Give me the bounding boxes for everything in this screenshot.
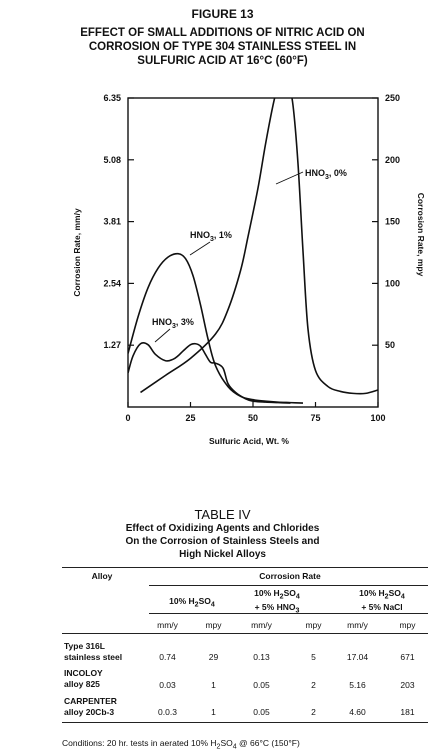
series-line-hno3-1pct — [128, 252, 304, 404]
table-cell: 0.0.3 — [158, 707, 177, 717]
y-tick-label-right: 250 — [385, 93, 400, 103]
x-tick-label: 25 — [185, 413, 195, 423]
alloy-name: CARPENTER — [64, 696, 117, 706]
alloy-name: Type 316L — [64, 641, 105, 651]
figure-title-line-1: EFFECT OF SMALL ADDITIONS OF NITRIC ACID… — [80, 27, 365, 39]
table-subtitle-line-3: High Nickel Alloys — [179, 549, 266, 560]
condition-header-rule — [149, 613, 428, 614]
y-tick-label-right: 50 — [385, 340, 395, 350]
unit-header: mpy — [305, 620, 322, 630]
unit-header: mm/y — [157, 620, 178, 630]
figure-title-line-3: SULFURIC ACID AT 16°C (60°F) — [137, 55, 308, 67]
table-cell: 2 — [311, 680, 316, 690]
y-tick-label-left: 6.35 — [103, 93, 121, 103]
annotation-hno3-1pct: HNO3, 1% — [190, 230, 232, 243]
unit-header: mm/y — [251, 620, 272, 630]
table-cell: 0.03 — [159, 680, 176, 690]
table-title: TABLE IV — [194, 507, 251, 522]
x-tick-label: 75 — [310, 413, 320, 423]
table-cell: 203 — [400, 680, 415, 690]
y-tick-label-left: 2.54 — [103, 278, 121, 288]
annotation-leader — [154, 328, 171, 343]
table-cell: 4.60 — [349, 707, 366, 717]
annotation-hno3-3pct: HNO3, 3% — [152, 317, 194, 330]
y-tick-label-right: 200 — [385, 155, 400, 165]
series-line-hno3-0pct — [140, 98, 378, 395]
table-cell: 0.13 — [253, 652, 270, 662]
units-rule — [62, 633, 428, 634]
y-tick-label-right: 150 — [385, 217, 400, 227]
table-cell: 29 — [208, 652, 219, 662]
x-tick-label: 100 — [370, 413, 385, 423]
table-cell: 181 — [400, 707, 415, 717]
table-cell: 17.04 — [346, 652, 369, 662]
annotation-leader — [189, 241, 211, 256]
corrosion-rate-header: Corrosion Rate — [259, 571, 321, 581]
annotation-leader — [275, 171, 304, 185]
group-header-rule — [149, 585, 428, 586]
x-axis-title: Sulfuric Acid, Wt. % — [209, 436, 289, 446]
figure-label: FIGURE 13 — [191, 7, 254, 21]
x-tick-label: 50 — [248, 413, 258, 423]
table-cell: 5.16 — [349, 680, 366, 690]
unit-header: mm/y — [347, 620, 368, 630]
table-cell: 0.05 — [253, 707, 270, 717]
table-cell: 671 — [400, 652, 415, 662]
figure-title-line-2: CORROSION OF TYPE 304 STAINLESS STEEL IN — [88, 41, 357, 53]
y-tick-label-left: 1.27 — [103, 340, 121, 350]
table-bottom-rule — [62, 722, 428, 723]
condition-header-3: 10% H2SO4 + 5% NaCl — [359, 588, 405, 612]
table-cell: 1 — [211, 707, 216, 717]
table-subtitle-line-1: Effect of Oxidizing Agents and Chlorides — [125, 523, 320, 534]
series-line-hno3-3pct — [128, 341, 291, 404]
y-axis-title-left: Corrosion Rate, mm/y — [72, 208, 82, 297]
y-axis-title-right: Corrosion Rate, mpy — [416, 193, 426, 277]
alloy-name: INCOLOY — [64, 668, 103, 678]
y-tick-label-right: 100 — [385, 278, 400, 288]
table-top-rule — [62, 567, 428, 568]
corrosion-chart: 1.27 2.54 3.81 5.08 6.35 50 100 150 200 250 0 25 5… — [72, 93, 426, 446]
y-tick-label-left: 3.81 — [103, 217, 121, 227]
table-cell: 1 — [211, 680, 216, 690]
condition-header-2: 10% H2SO4 + 5% HNO3 — [254, 588, 300, 615]
unit-header: mpy — [205, 620, 222, 630]
table-cell: 2 — [311, 707, 316, 717]
table-cell: 0.05 — [253, 680, 270, 690]
table-footnote: Conditions: 20 hr. tests in aerated 10% … — [62, 738, 300, 751]
y-tick-label-left: 5.08 — [103, 155, 121, 165]
alloy-name-detail: alloy 20Cb-3 — [64, 707, 115, 717]
alloy-name-detail: stainless steel — [64, 652, 123, 662]
alloy-name-detail: alloy 825 — [64, 679, 100, 689]
table-cell: 0.74 — [159, 652, 176, 662]
annotation-hno3-0pct: HNO3, 0% — [305, 168, 347, 181]
unit-header: mpy — [399, 620, 416, 630]
table-cell: 5 — [311, 652, 316, 662]
table-subtitle-line-2: On the Corrosion of Stainless Steels and — [125, 536, 320, 547]
x-tick-label: 0 — [125, 413, 130, 423]
condition-header-1: 10% H2SO4 — [169, 596, 215, 609]
alloy-column-header: Alloy — [91, 571, 113, 581]
